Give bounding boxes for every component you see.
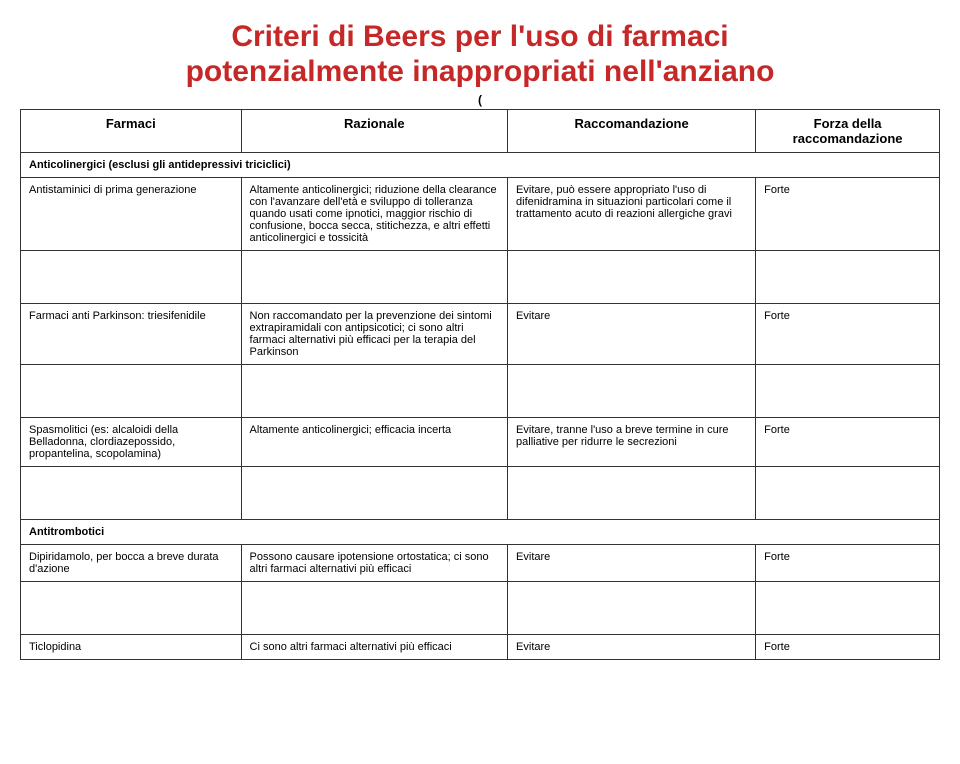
table-row: Farmaci anti Parkinson: triesifenidileNo… bbox=[21, 304, 940, 365]
cell-forza: Forte bbox=[756, 178, 940, 251]
title-line-2: potenzialmente inappropriati nell'anzian… bbox=[186, 55, 775, 88]
table-row: TiclopidinaCi sono altri farmaci alterna… bbox=[21, 635, 940, 660]
subtitle-paren: ( bbox=[20, 93, 940, 107]
cell-farmaci: Spasmolitici (es: alcaloidi della Bellad… bbox=[21, 418, 242, 467]
title-line-1: Criteri di Beers per l'uso di farmaci bbox=[231, 20, 728, 53]
spacer-cell bbox=[21, 251, 242, 304]
criteria-table: Farmaci Razionale Raccomandazione Forza … bbox=[20, 109, 940, 660]
page-title: Criteri di Beers per l'uso di farmaci po… bbox=[20, 20, 940, 89]
cell-razionale: Altamente anticolinergici; efficacia inc… bbox=[241, 418, 508, 467]
table-row: Spasmolitici (es: alcaloidi della Bellad… bbox=[21, 418, 940, 467]
cell-raccomandazione: Evitare bbox=[508, 635, 756, 660]
cell-forza: Forte bbox=[756, 418, 940, 467]
spacer-cell bbox=[508, 365, 756, 418]
spacer-cell bbox=[241, 251, 508, 304]
cell-farmaci: Farmaci anti Parkinson: triesifenidile bbox=[21, 304, 242, 365]
section-heading-cell: Antitrombotici bbox=[21, 520, 940, 545]
spacer-cell bbox=[241, 365, 508, 418]
spacer-cell bbox=[21, 582, 242, 635]
cell-razionale: Ci sono altri farmaci alternativi più ef… bbox=[241, 635, 508, 660]
spacer-cell bbox=[756, 582, 940, 635]
spacer-cell bbox=[756, 467, 940, 520]
spacer-cell bbox=[756, 251, 940, 304]
spacer-row bbox=[21, 251, 940, 304]
header-forza: Forza della raccomandazione bbox=[756, 110, 940, 153]
spacer-cell bbox=[21, 467, 242, 520]
spacer-cell bbox=[241, 582, 508, 635]
spacer-cell bbox=[21, 365, 242, 418]
header-razionale: Razionale bbox=[241, 110, 508, 153]
cell-forza: Forte bbox=[756, 304, 940, 365]
cell-raccomandazione: Evitare, tranne l'uso a breve termine in… bbox=[508, 418, 756, 467]
cell-farmaci: Ticlopidina bbox=[21, 635, 242, 660]
section-heading-row: Antitrombotici bbox=[21, 520, 940, 545]
cell-raccomandazione: Evitare bbox=[508, 545, 756, 582]
spacer-cell bbox=[508, 582, 756, 635]
section-heading-row: Anticolinergici (esclusi gli antidepress… bbox=[21, 153, 940, 178]
table-row: Antistaminici di prima generazioneAltame… bbox=[21, 178, 940, 251]
table-header-row: Farmaci Razionale Raccomandazione Forza … bbox=[21, 110, 940, 153]
spacer-row bbox=[21, 467, 940, 520]
cell-raccomandazione: Evitare, può essere appropriato l'uso di… bbox=[508, 178, 756, 251]
cell-farmaci: Antistaminici di prima generazione bbox=[21, 178, 242, 251]
cell-razionale: Altamente anticolinergici; riduzione del… bbox=[241, 178, 508, 251]
header-raccomandazione: Raccomandazione bbox=[508, 110, 756, 153]
spacer-cell bbox=[508, 467, 756, 520]
spacer-cell bbox=[756, 365, 940, 418]
cell-razionale: Non raccomandato per la prevenzione dei … bbox=[241, 304, 508, 365]
section-heading-cell: Anticolinergici (esclusi gli antidepress… bbox=[21, 153, 940, 178]
cell-farmaci: Dipiridamolo, per bocca a breve durata d… bbox=[21, 545, 242, 582]
spacer-row bbox=[21, 582, 940, 635]
spacer-cell bbox=[508, 251, 756, 304]
header-farmaci: Farmaci bbox=[21, 110, 242, 153]
spacer-row bbox=[21, 365, 940, 418]
table-row: Dipiridamolo, per bocca a breve durata d… bbox=[21, 545, 940, 582]
cell-forza: Forte bbox=[756, 545, 940, 582]
cell-raccomandazione: Evitare bbox=[508, 304, 756, 365]
cell-forza: Forte bbox=[756, 635, 940, 660]
cell-razionale: Possono causare ipotensione ortostatica;… bbox=[241, 545, 508, 582]
spacer-cell bbox=[241, 467, 508, 520]
